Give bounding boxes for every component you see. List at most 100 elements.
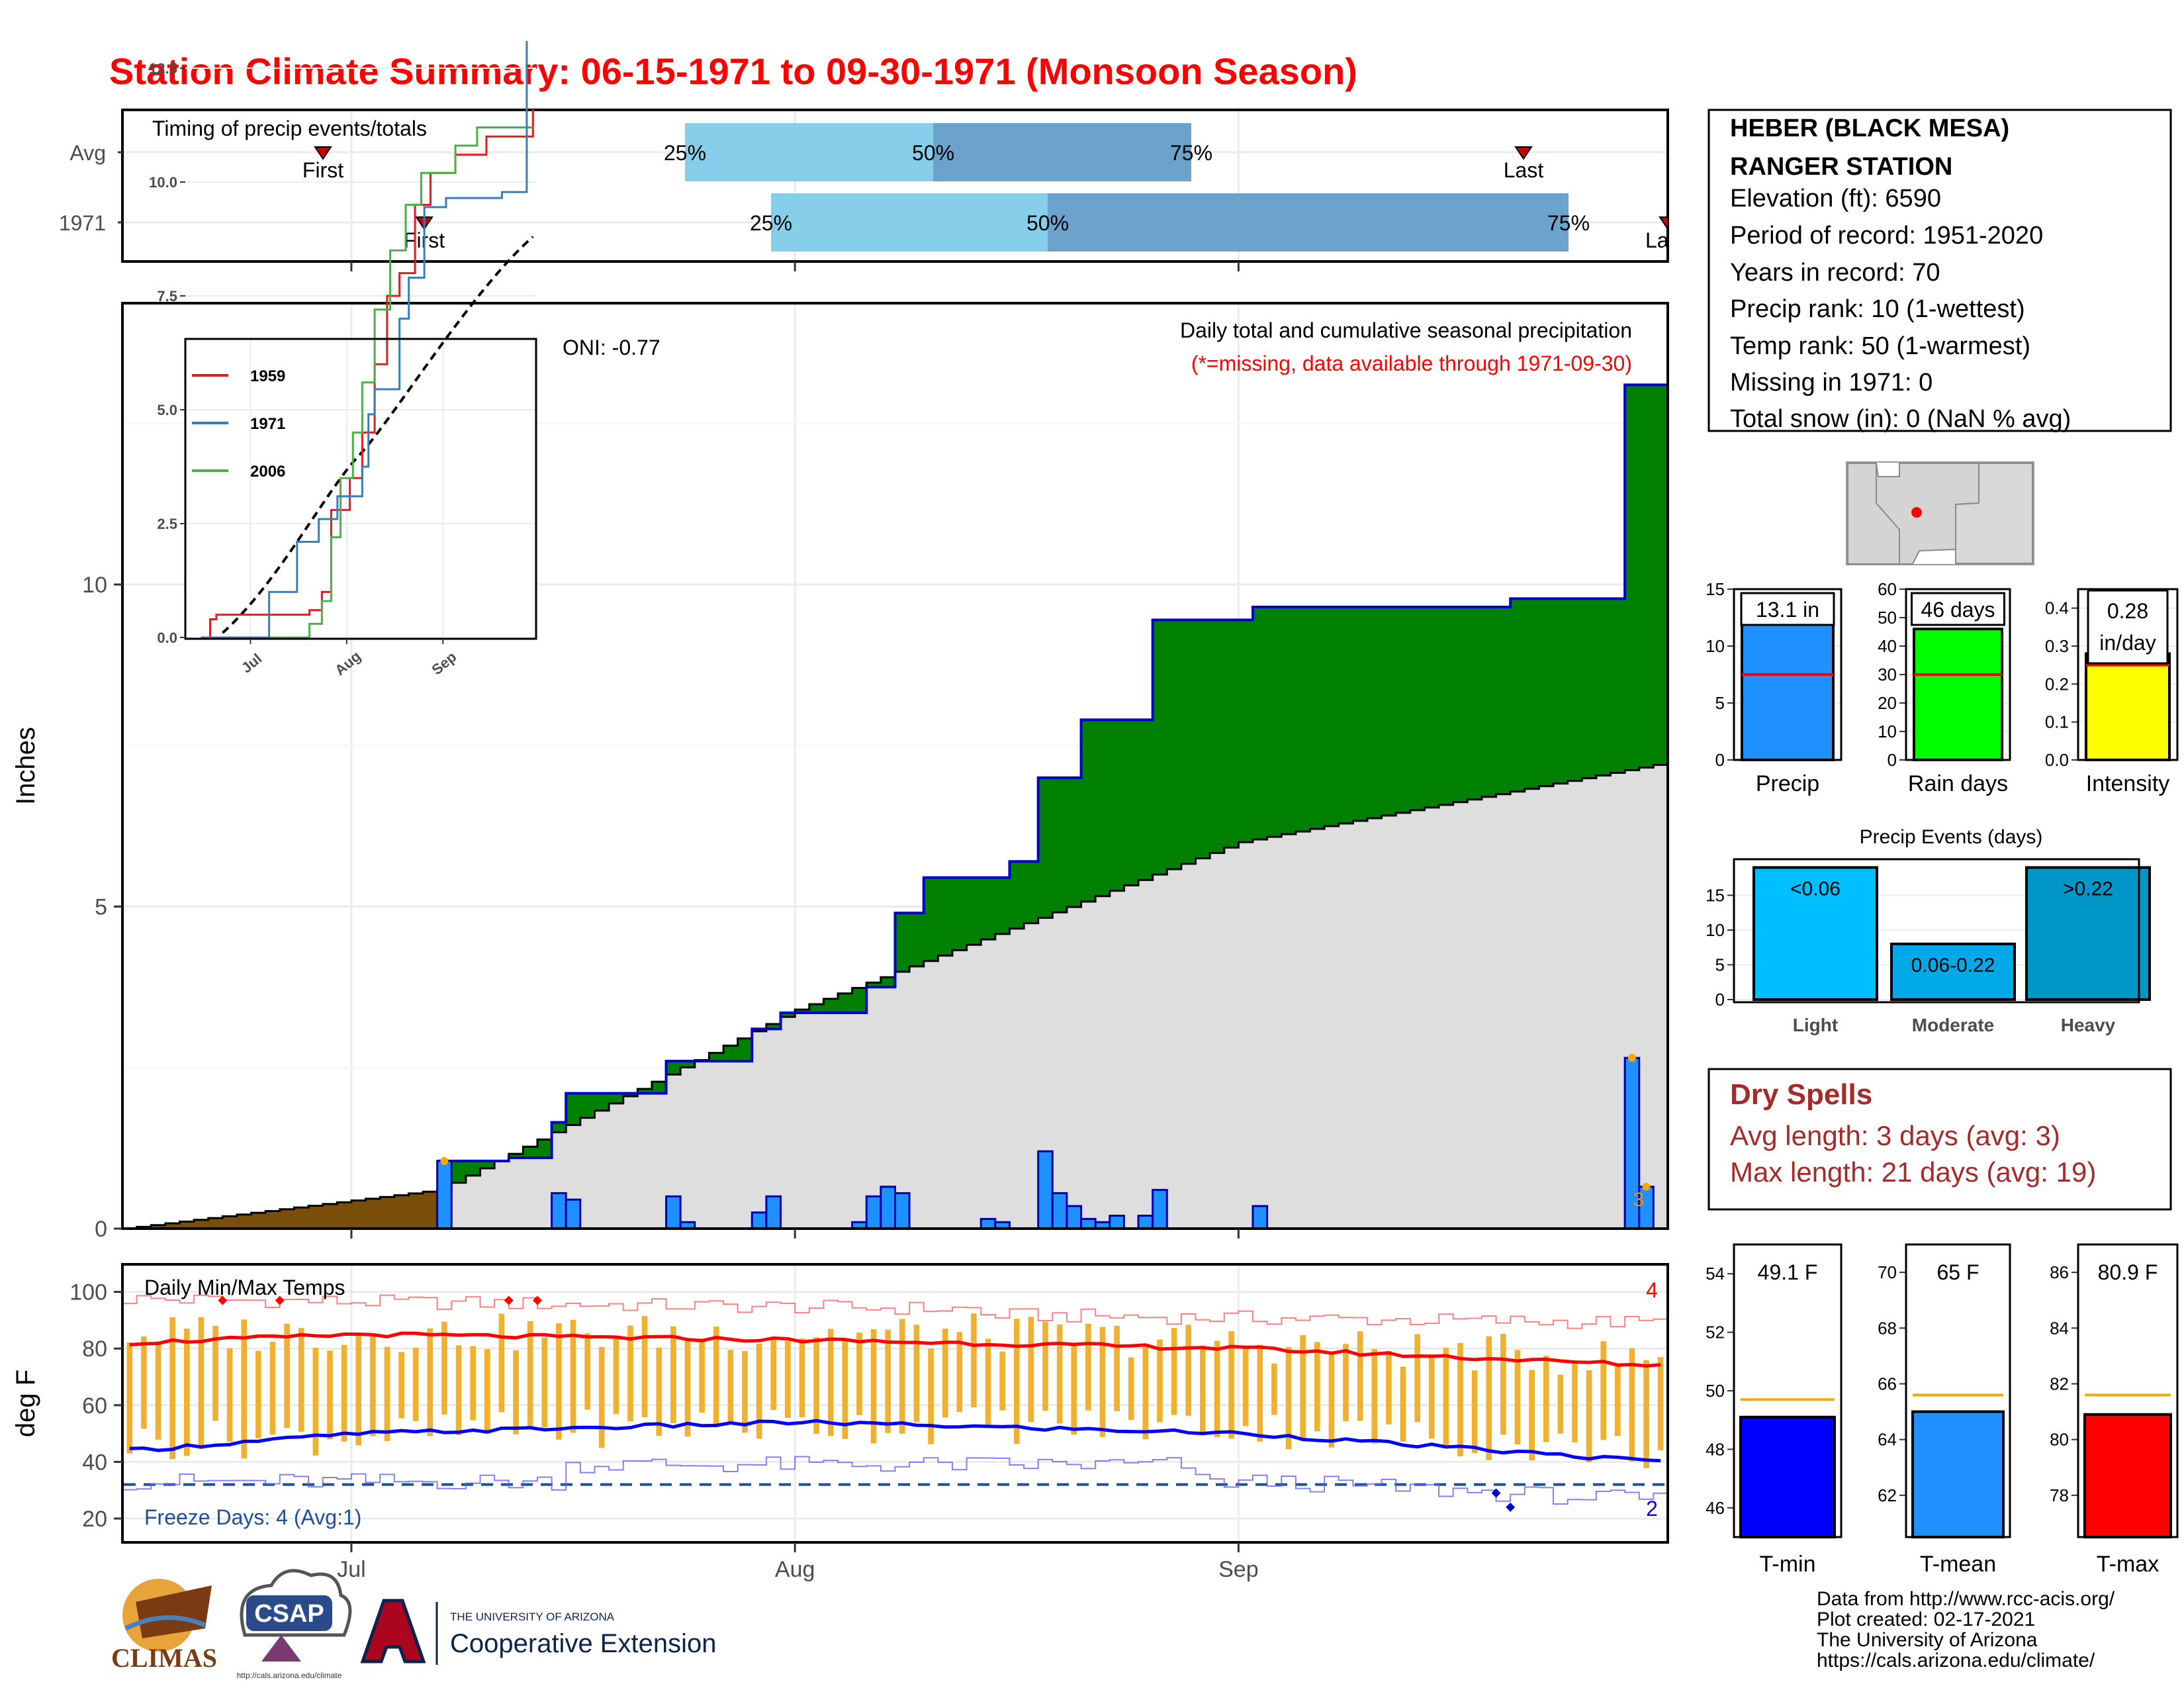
ua-big-text: Cooperative Extension: [450, 1629, 716, 1658]
timing-label: Timing of precip events/totals: [152, 117, 427, 140]
daily-temp-bar: [1200, 1345, 1206, 1436]
max-count-label: 4: [1646, 1278, 1658, 1302]
inset-grid: [185, 68, 536, 639]
daily-precip-bar: [1152, 1189, 1168, 1230]
daily-temp-bar: [484, 1349, 490, 1434]
station-location-dot: [1911, 507, 1922, 518]
inset-legend: 1959 1971 2006: [192, 367, 285, 481]
daily-temp-bar: [1285, 1346, 1292, 1450]
summary-y-tick-label: 15: [1706, 579, 1725, 599]
daily-temp-bar: [598, 1346, 605, 1448]
daily-precip-bar: [1037, 1150, 1054, 1230]
station-name-line1: HEBER (BLACK MESA): [1730, 115, 2009, 142]
inset-average-line: [221, 236, 534, 634]
temp-x-tick-label: Aug: [775, 1557, 815, 1582]
precip-y-tick-label: 0: [95, 1217, 107, 1242]
ua-block-a-icon: [360, 1599, 426, 1664]
daily-temp-bar: [1099, 1327, 1106, 1437]
daily-temp-bar: [527, 1321, 533, 1429]
daily-temp-bar: [641, 1316, 648, 1418]
summary-y-tick-label: 30: [1878, 665, 1897, 684]
daily-temp-bar: [1343, 1344, 1349, 1421]
daily-temp-bar: [1114, 1325, 1120, 1411]
daily-temp-bar: [1572, 1363, 1578, 1442]
summary-y-tick-label: 0.1: [2045, 712, 2069, 732]
events-y-tick-label: 0: [1715, 990, 1725, 1009]
daily-temp-bar: [1314, 1342, 1320, 1432]
temp-summary-value-label: 65 F: [1936, 1260, 1979, 1284]
daily-temp-bar: [155, 1341, 161, 1440]
event-bar-name: Moderate: [1912, 1015, 1994, 1035]
credit-line-4: https://cals.arizona.edu/climate/: [1817, 1650, 2095, 1671]
station-temp-rank: Temp rank: 50 (1-warmest): [1730, 332, 2030, 360]
events-title: Precip Events (days): [1860, 826, 2043, 848]
daily-temp-bar: [971, 1313, 977, 1408]
daily-temp-bar: [1271, 1363, 1277, 1415]
daily-temp-bar: [298, 1328, 304, 1432]
ua-logo: THE UNIVERSITY OF ARIZONA Cooperative Ex…: [360, 1599, 716, 1665]
daily-temp-bar: [570, 1319, 576, 1433]
daily-temp-bar: [312, 1348, 319, 1456]
daily-temp-bar: [827, 1329, 834, 1436]
events-y-tick-label: 5: [1715, 955, 1725, 975]
temp-summary-frame: [2077, 1243, 2179, 1538]
yr-q25-q50-box: [771, 193, 1048, 252]
marker-3-label: 3: [1633, 1189, 1645, 1211]
daily-temp-bar: [1371, 1349, 1378, 1444]
station-years: Years in record: 70: [1730, 259, 1940, 287]
precip-frame: [121, 302, 1669, 1230]
temp-summary-y-tick-label: 62: [1878, 1485, 1897, 1505]
daily-precip-bar: [880, 1186, 897, 1230]
credit-line-3: The University of Arizona: [1817, 1629, 2038, 1651]
daily-temp-bar: [1242, 1347, 1249, 1427]
dry-spells-box: Dry Spells Avg length: 3 days (avg: 3) M…: [1707, 1068, 2172, 1211]
inset-plot: [201, 40, 534, 639]
daily-temp-bar: [255, 1350, 261, 1438]
daily-temp-bar: [870, 1329, 877, 1444]
climas-logo: CLIMAS: [111, 1579, 217, 1673]
daily-temp-bar: [1615, 1364, 1621, 1436]
daily-temp-bar: [656, 1347, 662, 1436]
temp-summary-name: T-min: [1760, 1552, 1816, 1577]
precip-panel: 0 5 10 Inches ONI: -0.77 Daily total and c…: [11, 40, 1669, 1242]
timing-row-avg-label: Avg: [69, 141, 106, 165]
summary-y-tick-label: 0.0: [2045, 750, 2069, 770]
daily-temp-bar: [856, 1333, 862, 1415]
summary-y-tick-label: 10: [1706, 636, 1725, 656]
event-bar-light: [1752, 866, 1878, 1001]
temp-summary-bar-t-min: [1739, 1415, 1836, 1539]
daily-temp-bar: [913, 1325, 920, 1423]
temp-summary-frame: [1733, 1243, 1843, 1538]
summary-value-label: 46 days: [1921, 598, 1995, 622]
daily-temp-bar: [885, 1329, 891, 1433]
temp-summary-name: T-max: [2097, 1552, 2159, 1577]
record-high-marker: [532, 1295, 542, 1305]
inset-legend-label: 1959: [250, 367, 285, 385]
temp-grid: [124, 1266, 1666, 1541]
daily-max-marker: [1642, 1182, 1651, 1191]
daily-temp-bar: [770, 1336, 777, 1411]
daily-temp-bar: [126, 1342, 133, 1454]
daily-temp-bar: [455, 1345, 462, 1435]
daily-temp-bar: [226, 1348, 233, 1442]
summary-bar-name: Precip: [1756, 771, 1819, 796]
temp-y-label: deg F: [11, 1370, 40, 1437]
station-snow: Total snow (in): 0 (NaN % avg): [1730, 405, 2071, 433]
summary-value-label: 13.1 in: [1756, 598, 1819, 622]
cumulative-1971-line: [437, 383, 1668, 1162]
temp-summary-y-tick-label: 46: [1706, 1498, 1725, 1518]
daily-temp-bar: [1013, 1319, 1020, 1444]
event-bar-name: Light: [1793, 1015, 1838, 1035]
summary-bar-intensity: [2085, 652, 2171, 762]
daily-precip-bar: [751, 1211, 768, 1230]
daily-precip-bar: [1109, 1215, 1125, 1230]
daily-precip-bar: [865, 1195, 882, 1230]
daily-precip-bar: [436, 1160, 453, 1230]
inset-y-tick-label: 2.5: [157, 516, 177, 532]
daily-precip-bar: [551, 1192, 567, 1230]
summary-value-label: 0.28: [2107, 599, 2148, 623]
daily-temp-bar: [269, 1341, 276, 1435]
temp-summary-y-tick-label: 66: [1878, 1374, 1897, 1393]
daily-temp-bar: [1629, 1348, 1635, 1462]
page-title: Station Climate Summary: 06-15-1971 to 0…: [109, 50, 1357, 92]
